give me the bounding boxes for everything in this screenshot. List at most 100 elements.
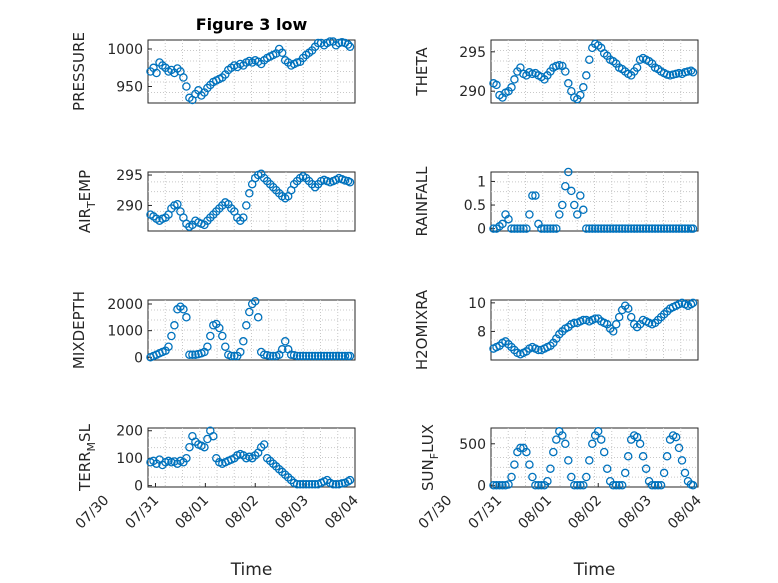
data-point xyxy=(588,439,597,449)
data-point xyxy=(632,63,642,72)
data-point xyxy=(334,351,344,361)
data-point xyxy=(576,90,585,100)
data-point xyxy=(209,431,218,441)
data-point xyxy=(579,205,588,215)
data-point xyxy=(647,481,657,490)
data-point xyxy=(498,219,507,229)
data-point xyxy=(345,351,355,361)
x-tick-label: 08/03 xyxy=(272,493,312,533)
data-point xyxy=(593,224,603,233)
data-point xyxy=(585,456,594,465)
data-point xyxy=(614,481,624,490)
data-point xyxy=(653,224,663,233)
y-tick-label: 500 xyxy=(459,437,486,453)
data-point xyxy=(662,452,672,461)
data-point xyxy=(185,350,194,359)
data-point xyxy=(688,224,698,233)
data-point xyxy=(561,67,570,76)
data-point xyxy=(585,55,594,64)
data-point xyxy=(674,443,684,453)
data-point xyxy=(331,480,341,489)
data-point xyxy=(585,224,594,233)
data-point xyxy=(516,224,525,233)
figure-title: Figure 3 low xyxy=(196,15,308,34)
data-point xyxy=(626,224,636,233)
data-point xyxy=(564,456,573,465)
data-point xyxy=(617,224,627,233)
data-point xyxy=(236,347,245,357)
y-tick-label: 0 xyxy=(134,479,143,495)
y-axis-label: RAINFALL xyxy=(413,166,431,237)
y-axis-label: AIRTEMP xyxy=(76,170,98,233)
x-tick-label: 08/04 xyxy=(665,492,705,532)
data-point xyxy=(629,224,639,233)
data-point xyxy=(599,224,609,233)
data-point xyxy=(582,472,591,482)
data-point xyxy=(307,351,317,361)
data-point xyxy=(250,297,260,306)
data-point xyxy=(230,351,239,361)
data-point xyxy=(596,435,606,444)
y-tick-label: 0.5 xyxy=(464,198,486,214)
data-point xyxy=(573,481,582,490)
data-point xyxy=(319,351,329,361)
y-tick-label: 295 xyxy=(459,45,486,61)
data-point xyxy=(495,481,504,490)
y-tick-label: 8 xyxy=(477,324,486,340)
data-point xyxy=(590,224,600,233)
data-point xyxy=(322,351,332,361)
data-point xyxy=(632,432,642,442)
data-point xyxy=(543,224,552,233)
data-point xyxy=(686,300,696,309)
data-point xyxy=(325,351,335,361)
axes-box xyxy=(490,171,699,232)
data-point xyxy=(292,480,302,489)
x-tick-label: 08/01 xyxy=(515,493,555,533)
data-point xyxy=(671,224,681,233)
data-point xyxy=(677,224,687,233)
x-tick-label: 08/04 xyxy=(322,492,362,532)
data-point xyxy=(510,75,519,84)
data-point xyxy=(579,83,588,92)
data-point xyxy=(552,224,561,233)
data-point xyxy=(259,440,269,449)
data-point xyxy=(519,224,528,233)
data-point xyxy=(510,224,519,233)
data-point xyxy=(534,345,543,355)
y-tick-label: 290 xyxy=(459,84,486,100)
data-point xyxy=(659,468,669,478)
subplot-rainfall: 0 0.5 1 RAINFALL xyxy=(413,166,699,238)
data-point xyxy=(331,351,341,361)
data-point xyxy=(611,320,621,329)
data-point xyxy=(173,199,182,209)
data-point xyxy=(253,313,263,322)
data-point xyxy=(567,472,576,482)
data-point xyxy=(588,224,597,233)
data-point xyxy=(582,224,591,233)
data-point xyxy=(552,435,561,444)
data-point xyxy=(182,453,191,463)
data-point xyxy=(188,350,197,359)
data-point xyxy=(295,351,305,361)
data-point xyxy=(343,40,353,49)
data-point xyxy=(608,481,618,490)
data-point xyxy=(301,351,311,361)
y-axis-label: TERRMSL xyxy=(76,423,98,492)
data-point xyxy=(543,476,552,486)
data-point xyxy=(561,181,570,191)
x-axis-label: Time xyxy=(230,560,273,580)
data-point xyxy=(259,350,269,359)
data-point xyxy=(596,224,606,233)
data-point xyxy=(570,200,579,210)
data-point xyxy=(507,83,516,92)
data-point xyxy=(579,481,588,490)
data-point xyxy=(602,224,612,233)
y-axis-label: THETA xyxy=(413,47,431,97)
x-tick-label: 08/02 xyxy=(565,493,605,533)
data-point xyxy=(564,167,573,177)
data-point xyxy=(492,481,501,490)
data-point xyxy=(623,452,633,461)
data-point xyxy=(492,80,501,90)
data-point xyxy=(635,224,645,233)
